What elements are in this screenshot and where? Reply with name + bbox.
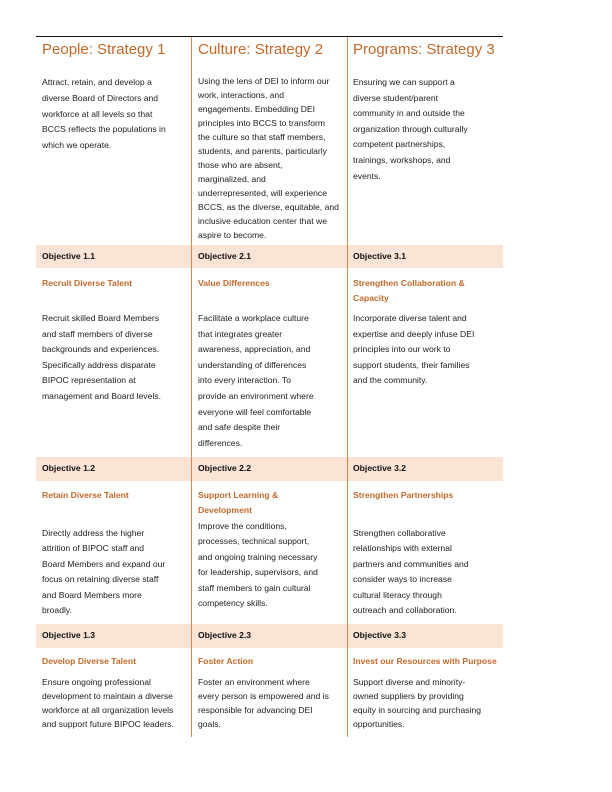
objective-1-3-title: Develop Diverse Talent (42, 656, 136, 666)
objective-band-3 (36, 624, 503, 648)
objective-band-1 (36, 245, 503, 268)
strategy-3-intro: Ensuring we can support a diverse studen… (353, 77, 468, 181)
objective-2-2-label: Objective 2.2 (198, 463, 252, 473)
objective-3-1-title: Strengthen Collaboration & Capacity (353, 278, 465, 303)
objective-2-3-text: Foster an environment where every person… (198, 677, 329, 729)
objective-band-2 (36, 457, 503, 481)
strategy-3-heading: Programs: Strategy 3 (353, 41, 495, 58)
objective-1-3-label: Objective 1.3 (42, 630, 96, 640)
objective-3-1-label: Objective 3.1 (353, 251, 407, 261)
objective-1-1-label: Objective 1.1 (42, 251, 96, 261)
objective-2-3-title: Foster Action (198, 656, 254, 666)
objective-2-1-title: Value Differences (198, 278, 270, 288)
objective-3-2-label: Objective 3.2 (353, 463, 407, 473)
strategy-1-intro: Attract, retain, and develop a diverse B… (42, 77, 166, 151)
objective-3-3-text: Support diverse and minority- owned supp… (353, 677, 482, 729)
objective-1-2-label: Objective 1.2 (42, 463, 96, 473)
column-divider (191, 37, 192, 737)
objective-2-1-label: Objective 2.1 (198, 251, 252, 261)
column-divider (347, 37, 348, 737)
objective-3-2-text: Strengthen collaborative relationships w… (353, 528, 469, 616)
objective-2-2-text: Improve the conditions, processes, techn… (198, 521, 318, 609)
objective-1-2-text: Directly address the higher attrition of… (42, 528, 166, 616)
objective-3-3-label: Objective 3.3 (353, 630, 407, 640)
objective-2-3-label: Objective 2.3 (198, 630, 252, 640)
strategy-2-intro: Using the lens of DEI to inform our work… (198, 76, 339, 240)
strategy-2-heading: Culture: Strategy 2 (198, 41, 324, 58)
table-top-border (36, 36, 503, 37)
objective-3-3-title: Invest our Resources with Purpose (353, 656, 497, 666)
objective-2-1-text: Facilitate a workplace culture that inte… (198, 313, 314, 448)
strategy-1-heading: People: Strategy 1 (42, 41, 166, 58)
objective-1-1-title: Recruit Diverse Talent (42, 278, 133, 288)
objective-2-2-title: Support Learning & Development (198, 490, 279, 515)
objective-3-1-text: Incorporate diverse talent and expertise… (353, 313, 475, 386)
objective-1-3-text: Ensure ongoing professional development … (42, 677, 174, 729)
objective-3-2-title: Strengthen Partnerships (353, 490, 454, 500)
objective-1-2-title: Retain Diverse Talent (42, 490, 129, 500)
objective-1-1-text: Recruit skilled Board Members and staff … (42, 313, 161, 401)
